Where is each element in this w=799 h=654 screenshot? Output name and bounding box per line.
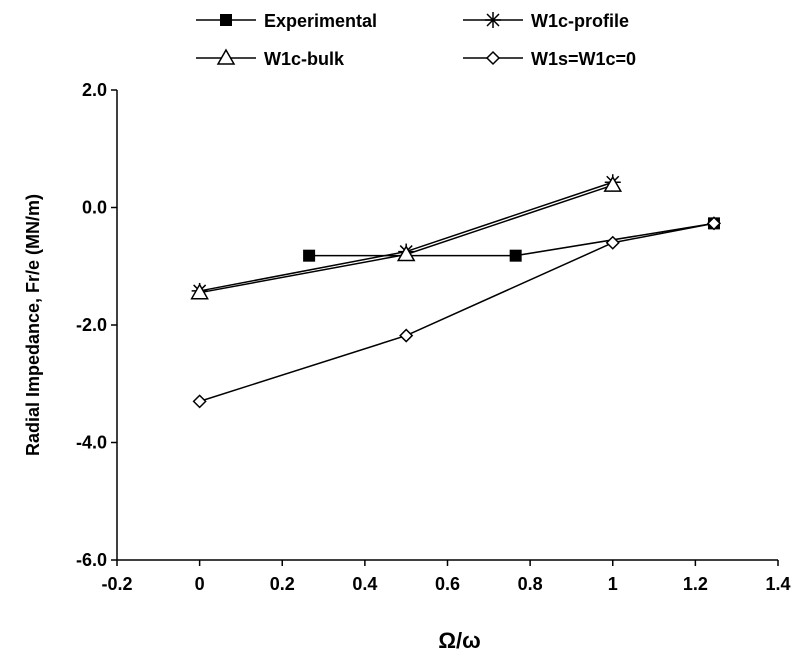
point-w1c-bulk-0-shape [190,283,209,300]
y-tick-label: 0.0 [82,198,107,218]
point-experimental-1-shape [509,249,522,262]
x-tick-label: 1.4 [765,574,790,594]
legend-label-w1s-w1c-0: W1s=W1c=0 [531,49,636,69]
x-axis-title: Ω/ω [438,628,480,653]
x-tick-label: -0.2 [101,574,132,594]
legend-item-w1s-w1c-0: W1s=W1c=0 [463,49,636,69]
legend-item-w1c-bulk: W1c-bulk [196,48,345,69]
y-tick-label: 2.0 [82,80,107,100]
legend-label-experimental: Experimental [264,11,377,31]
legend-marker-experimental [220,14,232,26]
point-experimental-0-shape [303,249,316,262]
x-tick-label: 0.2 [270,574,295,594]
point-experimental-0 [303,249,316,262]
point-w1s-w1c-0-1-shape [399,328,414,343]
point-experimental-1 [509,249,522,262]
legend-marker-w1s-w1c-0-shape [485,50,501,66]
x-tick-label: 0.8 [518,574,543,594]
x-tick-label: 0 [195,574,205,594]
point-w1s-w1c-0-0 [192,394,207,409]
point-w1c-bulk-1 [396,244,416,262]
legend-label-w1c-bulk: W1c-bulk [264,49,345,69]
ticks: 2.0 0.0 -2.0 -4.0 -6.0 -0.2 0 0.2 0.4 0.6 0.8 1 1.2 1… [76,80,791,594]
y-tick-label: -2.0 [76,315,107,335]
series-line-w1c-profile [199,181,613,292]
point-w1c-bulk-2 [603,175,623,192]
legend-label-w1c-profile: W1c-profile [531,11,629,31]
legend-marker-w1s-w1c-0 [485,50,501,66]
y-tick-label: -6.0 [76,550,107,570]
point-w1s-w1c-0-0-shape [192,394,207,409]
legend-marker-w1c-bulk [216,48,236,65]
x-tick-label: 0.4 [352,574,377,594]
legend-item-experimental: Experimental [196,11,377,31]
series-lines [199,181,715,403]
legend-item-w1c-profile: W1c-profile [463,11,629,31]
legend-marker-experimental-shape [220,14,232,26]
x-tick-label: 1 [608,574,618,594]
point-w1s-w1c-0-2 [605,235,620,250]
legend-marker-w1c-bulk-shape [216,48,236,65]
series-markers [190,174,722,409]
y-tick-label: -4.0 [76,433,107,453]
x-tick-label: 0.6 [435,574,460,594]
x-tick-label: 1.2 [683,574,708,594]
legend: Experimental W1c-profile W1c-bulk W1s=W1c=0 [196,11,636,69]
series-line-w1s-w1c-0 [199,222,715,403]
point-w1s-w1c-0-3 [706,216,722,231]
point-w1s-w1c-0-3-shape [706,216,722,231]
point-w1s-w1c-0-2-shape [605,235,620,250]
point-w1c-bulk-2-shape [603,175,623,192]
point-w1s-w1c-0-1 [399,328,414,343]
point-w1c-bulk-0 [190,283,209,300]
point-w1c-bulk-1-shape [396,244,416,262]
series-line-w1c-bulk [199,184,613,294]
legend-marker-w1c-profile [485,12,501,28]
plot-area: 2.0 0.0 -2.0 -4.0 -6.0 -0.2 0 0.2 0.4 0.6 0.8 1 1.2 1… [76,80,791,594]
y-axis-title: Radial Impedance, Fr/e (MN/m) [23,194,43,456]
